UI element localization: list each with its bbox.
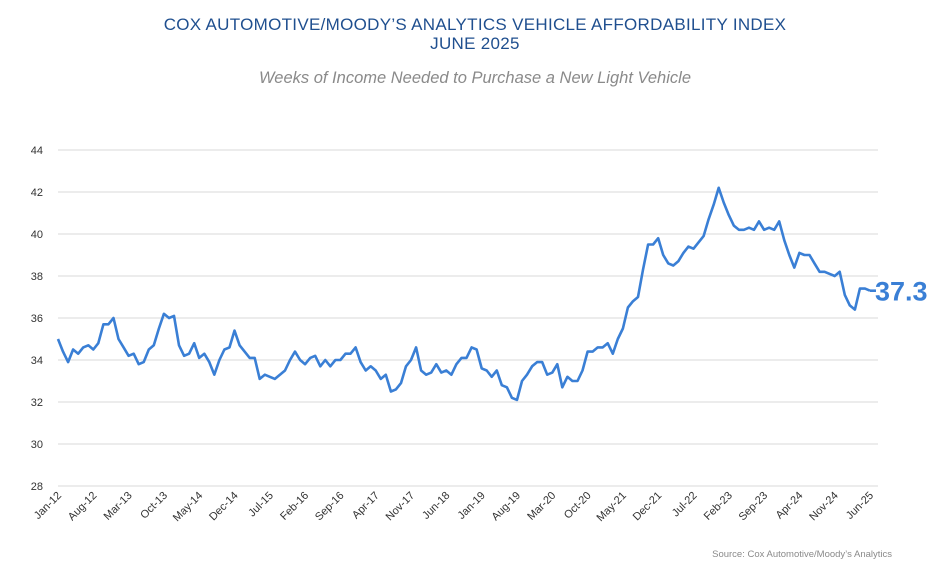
- y-tick-label: 34: [31, 355, 43, 367]
- y-tick-label: 36: [31, 313, 43, 325]
- y-tick-label: 42: [31, 187, 43, 199]
- y-tick-label: 30: [31, 439, 43, 451]
- x-tick-label: Nov-17: [384, 490, 418, 524]
- y-tick-label: 44: [31, 145, 43, 157]
- x-tick-label: Mar-20: [525, 490, 558, 523]
- x-tick-label: Sep-16: [313, 490, 347, 524]
- x-tick-label: Feb-16: [278, 490, 311, 523]
- x-tick-label: Dec-14: [207, 490, 241, 524]
- x-tick-label: Mar-13: [102, 490, 135, 523]
- x-tick-label: Jan-19: [456, 490, 488, 522]
- x-tick-label: Jul-22: [670, 490, 700, 520]
- x-tick-label: Sep-23: [737, 490, 771, 524]
- y-tick-label: 38: [31, 271, 43, 283]
- source-note: Source: Cox Automotive/Moody’s Analytics: [712, 549, 892, 560]
- x-tick-label: Oct-20: [562, 490, 594, 522]
- last-value-label: 37.3: [875, 277, 928, 307]
- x-tick-label: Jun-18: [420, 490, 452, 522]
- x-tick-label: Jun-25: [844, 490, 876, 522]
- y-tick-label: 40: [31, 229, 43, 241]
- chart-title-date: JUNE 2025: [430, 34, 520, 53]
- index-line: [56, 186, 871, 402]
- x-tick-label: Jul-15: [246, 490, 276, 520]
- x-tick-label: Jan-12: [32, 490, 64, 522]
- x-tick-label: May-14: [171, 490, 205, 524]
- x-tick-label: Apr-24: [774, 490, 806, 522]
- chart-subtitle: Weeks of Income Needed to Purchase a New…: [259, 69, 691, 87]
- x-tick-label: Aug-12: [66, 490, 100, 524]
- x-tick-label: Aug-19: [490, 490, 524, 524]
- x-tick-label: Oct-13: [138, 490, 170, 522]
- x-tick-label: Feb-23: [702, 490, 735, 523]
- x-tick-label: Nov-24: [807, 490, 841, 524]
- x-tick-label: May-21: [595, 490, 629, 524]
- y-tick-label: 28: [31, 481, 43, 493]
- x-tick-label: Dec-21: [631, 490, 665, 524]
- x-tick-label: Apr-17: [350, 490, 382, 522]
- y-tick-label: 32: [31, 397, 43, 409]
- chart-title: COX AUTOMOTIVE/MOODY’S ANALYTICS VEHICLE…: [163, 15, 787, 34]
